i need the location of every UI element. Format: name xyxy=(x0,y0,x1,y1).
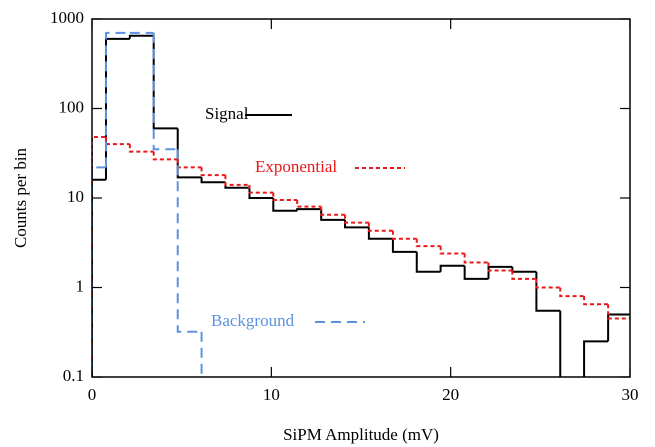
legend-label: Background xyxy=(211,311,295,330)
x-tick-label: 30 xyxy=(622,385,639,404)
histogram-step xyxy=(559,287,585,298)
x-tick-label: 10 xyxy=(263,385,280,404)
histogram-step xyxy=(152,32,178,151)
y-axis-label: Counts per bin xyxy=(11,147,30,248)
y-tick-label: 0.1 xyxy=(63,366,84,385)
histogram-step xyxy=(152,35,178,130)
histogram-step xyxy=(511,266,537,273)
histogram-step xyxy=(439,246,465,255)
histogram-step xyxy=(415,238,441,248)
histogram-step xyxy=(92,166,106,377)
histogram-step xyxy=(128,34,154,39)
histogram-step xyxy=(344,214,369,224)
histogram-step xyxy=(104,37,130,180)
histogram-step xyxy=(320,209,346,221)
histogram-step xyxy=(391,230,417,240)
histogram-step xyxy=(463,253,489,264)
histogram-step xyxy=(487,262,513,272)
histogram-step xyxy=(296,208,322,211)
histogram-step xyxy=(176,159,202,169)
histogram-step xyxy=(248,184,274,194)
x-axis-label: SiPM Amplitude (mV) xyxy=(283,425,439,444)
histogram-step xyxy=(92,178,106,377)
histogram-step xyxy=(152,151,178,161)
histogram-step xyxy=(92,136,106,377)
histogram-step xyxy=(367,222,393,232)
histogram-step xyxy=(200,177,226,184)
y-tick-label: 100 xyxy=(59,97,85,116)
plot-area xyxy=(92,31,630,377)
y-tick-label: 1000 xyxy=(50,8,84,27)
histogram-step xyxy=(272,192,298,201)
histogram-step xyxy=(535,278,561,289)
histogram-step xyxy=(535,271,561,312)
histogram-step xyxy=(128,144,154,153)
histogram-step xyxy=(248,187,274,199)
histogram-step xyxy=(224,175,250,186)
legend-label: Exponential xyxy=(255,157,337,176)
histogram-step xyxy=(511,270,537,280)
histogram-step xyxy=(367,227,393,240)
histogram-step xyxy=(104,137,130,146)
histogram-step xyxy=(176,128,202,179)
histogram-step xyxy=(296,199,322,208)
histogram-step xyxy=(439,264,465,272)
histogram-step xyxy=(559,310,562,377)
histogram-step xyxy=(415,251,441,273)
histogram-step xyxy=(272,198,298,212)
histogram-step xyxy=(104,31,130,168)
histogram-step xyxy=(200,167,226,177)
y-tick-label: 10 xyxy=(67,187,84,206)
histogram-step xyxy=(583,296,609,306)
plot-frame xyxy=(91,18,631,378)
y-tick-label: 1 xyxy=(76,276,85,295)
histogram-step xyxy=(391,238,417,253)
histogram-step xyxy=(200,331,203,377)
histogram-step xyxy=(463,265,489,280)
histogram-step xyxy=(487,265,513,279)
histogram-step xyxy=(583,340,609,377)
histogram-step xyxy=(320,206,346,216)
x-tick-label: 20 xyxy=(442,385,459,404)
histogram-step xyxy=(607,304,630,320)
legend-label: Signal xyxy=(205,104,249,123)
x-tick-label: 0 xyxy=(88,385,97,404)
histogram-step xyxy=(176,149,202,333)
